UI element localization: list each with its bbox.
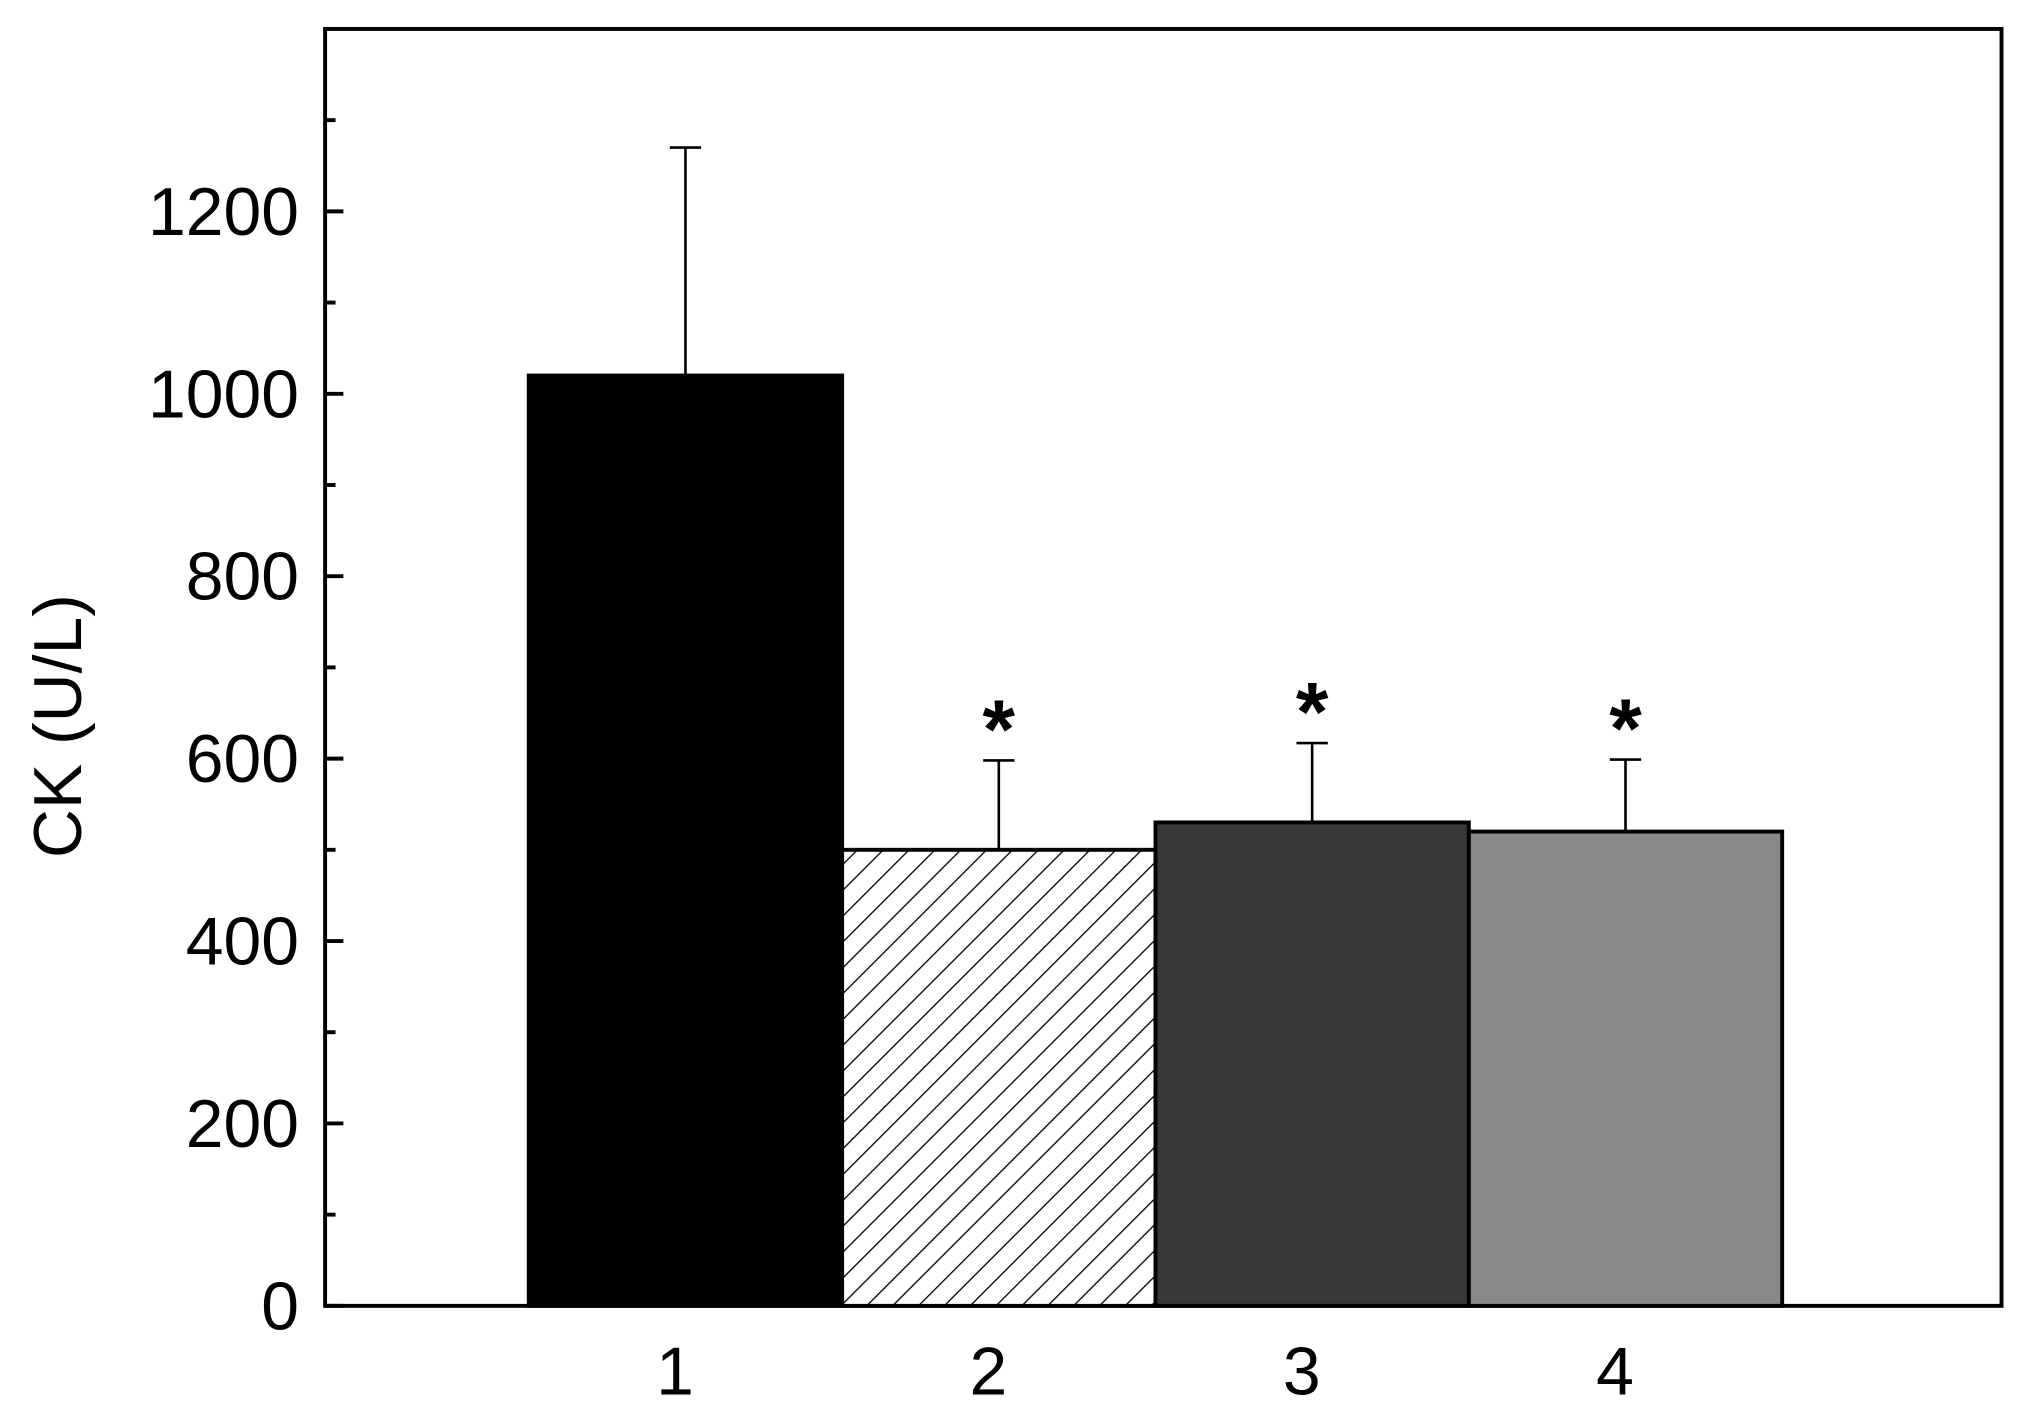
y-tick-label: 800 [186, 540, 299, 615]
y-tick-label: 200 [186, 1087, 299, 1162]
bar [526, 373, 845, 1308]
significance-marker: * [983, 682, 1016, 776]
x-tick-label: 1 [656, 1335, 694, 1404]
x-tick-label: 4 [1596, 1335, 1634, 1404]
bar [1153, 820, 1471, 1308]
significance-marker: * [1296, 664, 1329, 758]
y-tick-label: 400 [186, 905, 299, 980]
bar [1466, 829, 1785, 1308]
significance-marker: * [1609, 681, 1642, 775]
bar [840, 847, 1158, 1308]
y-axis-label: CK (U/L) [21, 594, 96, 858]
y-tick-label: 1000 [148, 357, 299, 432]
y-tick-label: 600 [186, 722, 299, 797]
y-tick-label: 1200 [148, 175, 299, 250]
y-tick-label: 0 [261, 1269, 299, 1344]
x-tick-label: 2 [969, 1335, 1007, 1404]
x-tick-label: 3 [1283, 1335, 1321, 1404]
